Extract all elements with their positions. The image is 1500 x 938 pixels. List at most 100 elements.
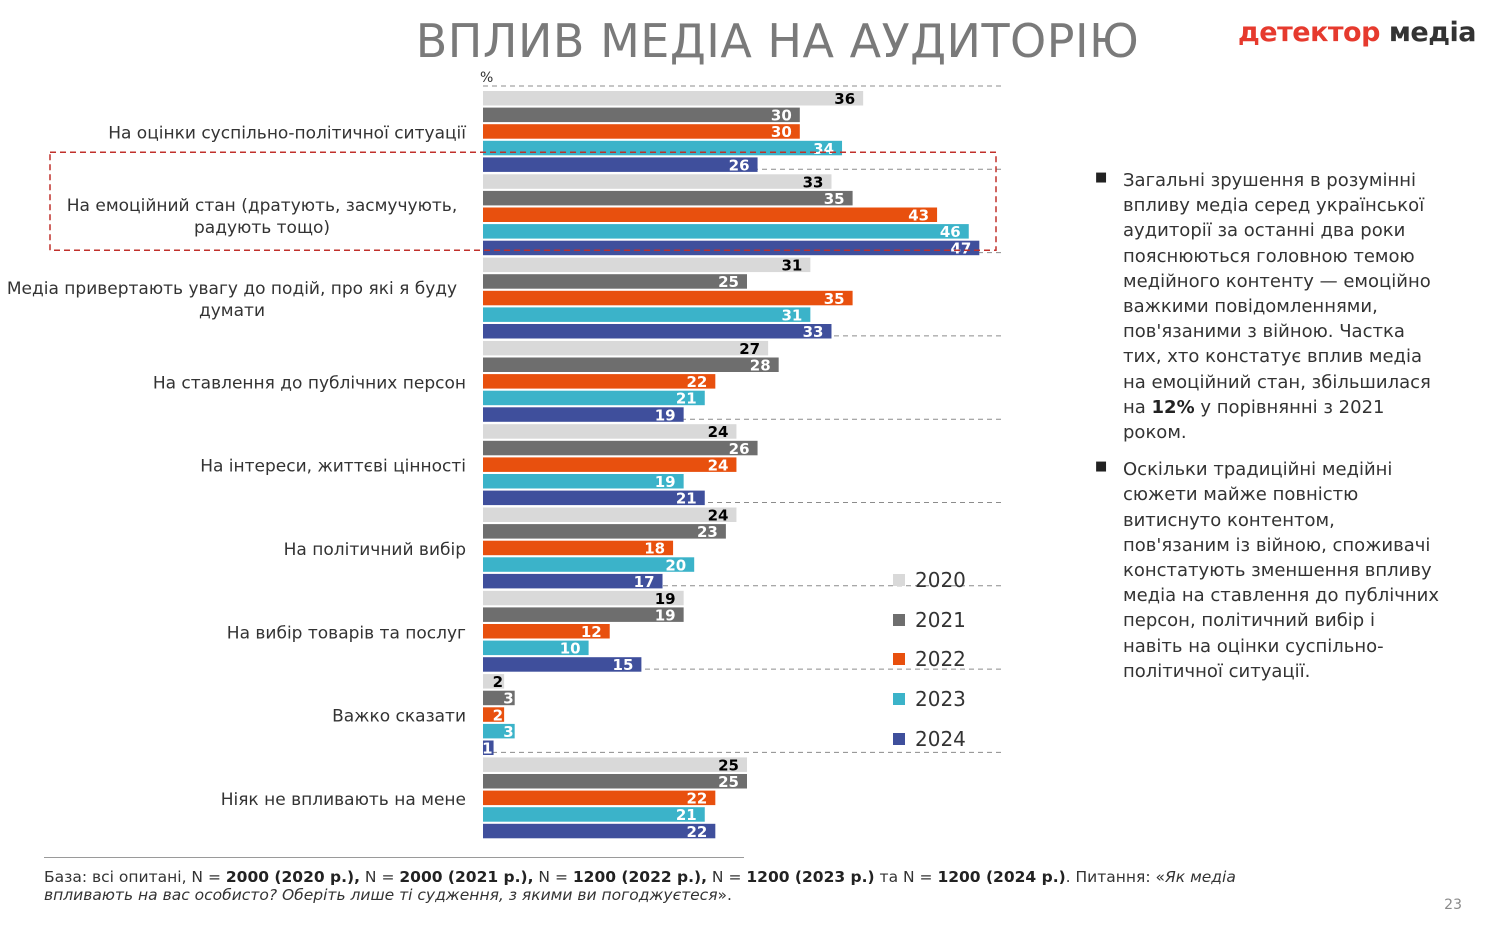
data-label-2020: 31: [781, 257, 802, 275]
legend-item-2021: 2021: [893, 600, 966, 640]
category-label: На оцінки суспільно-політичної ситуації: [108, 124, 466, 144]
bar-2024: [483, 823, 716, 839]
category-label: Ніяк не впливають на мене: [221, 790, 466, 810]
data-label-2021: 28: [750, 357, 771, 375]
data-label-2023: 46: [940, 223, 961, 241]
category-label: Важко сказати: [332, 707, 466, 727]
bullet-highlight: 12%: [1151, 396, 1195, 418]
bar-2022: [483, 707, 505, 722]
legend-label: 2022: [915, 647, 966, 672]
legend-swatch: [893, 613, 905, 626]
bar-2024: [483, 240, 980, 256]
data-label-2022: 43: [908, 207, 929, 225]
legend-label: 2020: [915, 567, 966, 592]
bar-2024: [483, 740, 494, 755]
data-label-2022: 18: [644, 540, 665, 558]
bar-2021: [483, 190, 853, 206]
bar-2021: [483, 107, 800, 123]
bullet-text: Оскільки традиційні медійні сюжети майже…: [1123, 457, 1440, 684]
data-label-2020: 24: [708, 507, 729, 525]
footnote-part: База: всі опитані, N =: [44, 868, 226, 886]
bar-2024: [483, 324, 832, 339]
data-label-2024: 22: [686, 823, 707, 840]
footnote-part: 1200 (2024 р.): [937, 868, 1066, 886]
data-label-2022: 22: [686, 373, 707, 391]
bar-2024: [483, 573, 663, 589]
data-label-2024: 26: [729, 156, 750, 174]
category-label: На політичний вибір: [284, 540, 466, 560]
footnote-part: . Питання: «: [1065, 868, 1166, 886]
chart-legend: 2020 2021 2022 2023 2024: [893, 560, 966, 759]
logo-part-2: медіа: [1379, 17, 1477, 48]
bar-2023: [483, 723, 515, 739]
bar-2021: [483, 440, 758, 456]
data-label-2023: 19: [655, 473, 676, 491]
bar-2023: [483, 140, 843, 156]
data-label-2020: 33: [803, 173, 824, 191]
bar-2021: [483, 774, 747, 789]
footnote-part: 2000 (2021 р.),: [399, 868, 534, 886]
legend-item-2022: 2022: [893, 640, 966, 680]
bar-2021: [483, 690, 515, 706]
highlight-box: [49, 151, 997, 252]
data-label-2024: 21: [676, 490, 697, 508]
bar-2024: [483, 490, 705, 506]
data-label-2024: 15: [613, 656, 634, 674]
data-label-2021: 25: [718, 773, 739, 791]
legend-swatch: [893, 573, 905, 586]
bullet-square-icon: ■: [1095, 459, 1108, 475]
bar-2023: [483, 640, 589, 656]
footnote-part: Як медіа впливають на вас особисто? Обер…: [44, 868, 1236, 904]
bullet-item: ■ Оскільки традиційні медійні сюжети майж…: [1095, 457, 1440, 684]
bar-2022: [483, 290, 853, 306]
data-label-2021: 25: [718, 273, 739, 291]
bar-2023: [483, 807, 705, 822]
bullet-text-part: Загальні зрушення в розумінні впливу мед…: [1123, 170, 1431, 418]
bar-2020: [483, 340, 769, 356]
data-label-2023: 21: [676, 806, 697, 824]
legend-item-2023: 2023: [893, 679, 966, 719]
bar-2021: [483, 274, 747, 289]
footnote-part: 1200 (2022 р.),: [572, 868, 707, 886]
data-label-2022: 12: [581, 623, 602, 641]
bar-2020: [483, 91, 864, 106]
bar-2023: [483, 474, 684, 489]
bar-2023: [483, 390, 705, 406]
bar-2023: [483, 557, 695, 572]
bar-2020: [483, 757, 747, 772]
axis-unit-label: %: [480, 70, 494, 86]
footnote-part: N =: [533, 868, 573, 886]
category-label: На емоційний стан (дратують, засмучують,: [67, 196, 457, 216]
category-label: Медіа привертають увагу до подій, про як…: [7, 279, 457, 299]
bar-2021: [483, 524, 726, 539]
data-label-2020: 19: [655, 590, 676, 608]
data-label-2024: 17: [634, 573, 655, 591]
footnote-part: N =: [360, 868, 400, 886]
logo-part-1: детектор: [1238, 17, 1380, 48]
data-label-2022: 24: [708, 456, 729, 474]
data-label-2020: 36: [834, 90, 855, 108]
bullet-text-part: Оскільки традиційні медійні сюжети майже…: [1123, 459, 1440, 682]
legend-swatch: [893, 693, 905, 706]
legend-swatch: [893, 653, 905, 666]
legend-label: 2021: [915, 607, 966, 632]
bar-2021: [483, 357, 779, 372]
data-label-2022: 30: [771, 123, 792, 141]
bar-2022: [483, 374, 716, 389]
footnote-part: 1200 (2023 р.): [746, 868, 875, 886]
bar-2022: [483, 207, 938, 222]
category-label: На інтереси, життєві цінності: [200, 457, 466, 477]
bullet-square-icon: ■: [1095, 170, 1108, 185]
page-number: 23: [1444, 897, 1462, 913]
bar-2020: [483, 590, 684, 606]
data-label-2020: 24: [708, 423, 729, 441]
bar-2022: [483, 124, 800, 139]
bar-2023: [483, 307, 811, 322]
data-label-2023: 20: [665, 556, 686, 574]
bar-2022: [483, 790, 716, 806]
data-label-2023: 31: [781, 306, 802, 324]
footnote-part: та N =: [874, 868, 938, 886]
legend-item-2020: 2020: [893, 560, 966, 600]
data-label-2024: 47: [950, 240, 971, 258]
bar-2024: [483, 157, 758, 172]
